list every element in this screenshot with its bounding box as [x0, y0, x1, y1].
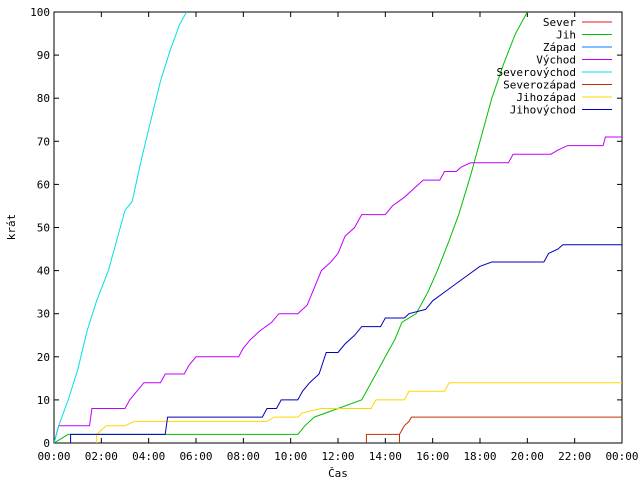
x-tick-label: 12:00 — [321, 450, 354, 463]
legend-label: Jih — [556, 29, 576, 42]
x-axis-label: Čas — [328, 467, 348, 480]
legend: SeverJihZápadVýchodSeverovýchodSeverozáp… — [497, 16, 612, 117]
x-tick-label: 02:00 — [85, 450, 118, 463]
y-tick-label: 90 — [37, 49, 50, 62]
y-axis-label: krát — [5, 214, 18, 241]
series-layer — [54, 12, 622, 443]
y-tick-label: 30 — [37, 308, 50, 321]
series-line-7 — [70, 244, 622, 443]
legend-label: Jihozápad — [516, 91, 576, 104]
legend-label: Západ — [543, 41, 576, 54]
legend-label: Severozápad — [503, 79, 576, 92]
y-tick-label: 0 — [43, 437, 50, 450]
y-tick-label: 100 — [30, 6, 50, 19]
series-line-6 — [96, 382, 622, 443]
legend-label: Jihovýchod — [510, 104, 576, 117]
legend-label: Východ — [536, 54, 576, 67]
axis-ticks: 0 10 20 30 40 50 60 70 80 90 100 00:00 02:00 04:00 06:… — [30, 6, 638, 463]
x-tick-label: 14:00 — [369, 450, 402, 463]
x-tick-label: 20:00 — [511, 450, 544, 463]
x-tick-label: 04:00 — [132, 450, 165, 463]
x-tick-label: 16:00 — [416, 450, 449, 463]
y-tick-label: 40 — [37, 265, 50, 278]
x-tick-label: 10:00 — [274, 450, 307, 463]
x-tick-label: 08:00 — [227, 450, 260, 463]
x-tick-label: 18:00 — [463, 450, 496, 463]
series-line-3 — [54, 136, 622, 443]
x-tick-label: 22:00 — [558, 450, 591, 463]
legend-label: Severovýchod — [497, 66, 576, 79]
y-tick-label: 50 — [37, 222, 50, 235]
legend-label: Sever — [543, 16, 576, 29]
y-tick-label: 60 — [37, 178, 50, 191]
series-line-1 — [54, 12, 528, 443]
y-tick-label: 70 — [37, 135, 50, 148]
x-tick-label: 06:00 — [179, 450, 212, 463]
x-tick-label: 00:00 — [605, 450, 638, 463]
series-line-4 — [54, 12, 187, 443]
y-tick-label: 10 — [37, 394, 50, 407]
y-tick-label: 80 — [37, 92, 50, 105]
series-line-5 — [365, 416, 622, 443]
x-tick-label: 00:00 — [37, 450, 70, 463]
y-tick-label: 20 — [37, 351, 50, 364]
